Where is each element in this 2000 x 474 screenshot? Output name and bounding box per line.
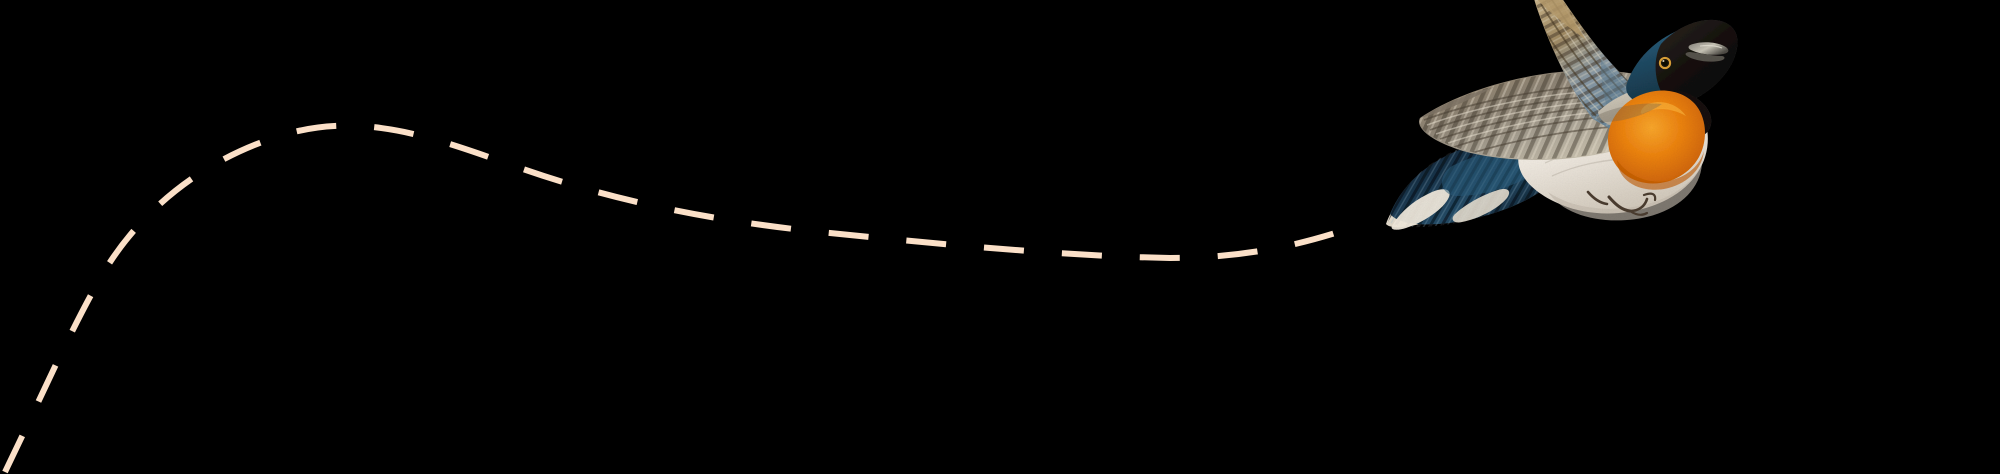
beak-highlight: [1699, 45, 1723, 49]
eye-catchlight: [1662, 59, 1665, 63]
lower-wing-tip: [1420, 87, 1494, 118]
throat-shadow: [1617, 151, 1704, 190]
eye-iris-ring: [1658, 56, 1672, 70]
flight-path-group: [2, 122, 1370, 474]
upper-wing-tan-edge: [1537, 0, 1586, 40]
tail-tip-white-a: [1391, 189, 1450, 230]
flying-bird-illustration: [1386, 0, 1738, 230]
beak-lower: [1685, 52, 1725, 62]
tail-tip-white-b: [1452, 188, 1510, 223]
tucked-feet: [1586, 190, 1657, 216]
beak-upper: [1688, 42, 1729, 55]
dashed-flight-path: [2, 122, 1370, 474]
black-face-mask: [1655, 19, 1738, 103]
belly-shadow: [1548, 164, 1702, 221]
wing-body-shadow: [1596, 103, 1662, 122]
